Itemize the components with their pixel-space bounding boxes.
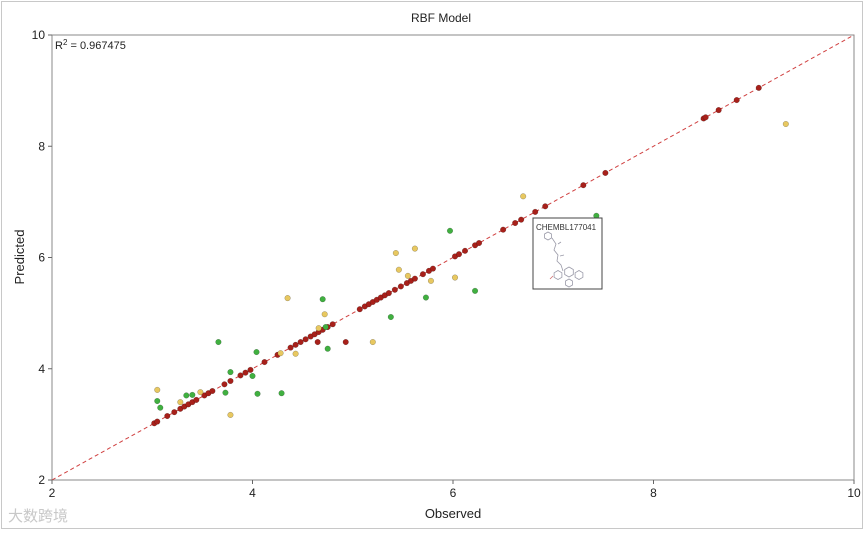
data-point[interactable] xyxy=(427,277,434,284)
data-point[interactable] xyxy=(429,265,437,272)
data-point[interactable] xyxy=(397,283,404,290)
data-point[interactable] xyxy=(171,409,178,416)
y-tick-label: 6 xyxy=(38,251,45,265)
data-point[interactable] xyxy=(755,84,762,91)
r2-value: = 0.967475 xyxy=(67,40,125,52)
data-point[interactable] xyxy=(395,266,402,273)
x-tick-label: 6 xyxy=(450,486,457,500)
data-point[interactable] xyxy=(183,392,190,399)
data-point[interactable] xyxy=(315,325,322,332)
chart-title: RBF Model xyxy=(411,11,471,25)
watermark: 大数跨境 xyxy=(8,507,69,525)
data-point[interactable] xyxy=(215,339,222,346)
data-point[interactable] xyxy=(532,208,539,215)
data-point[interactable] xyxy=(422,294,429,301)
x-tick-label: 10 xyxy=(847,486,861,500)
y-axis-title: Predicted xyxy=(12,230,27,285)
data-point[interactable] xyxy=(476,239,483,247)
data-point[interactable] xyxy=(209,387,216,395)
r2-label: R xyxy=(55,40,63,52)
data-point[interactable] xyxy=(227,369,234,376)
data-point[interactable] xyxy=(715,107,722,114)
data-point[interactable] xyxy=(319,296,326,303)
data-point[interactable] xyxy=(177,399,184,406)
data-point[interactable] xyxy=(391,286,398,293)
data-point[interactable] xyxy=(261,359,268,366)
data-point[interactable] xyxy=(154,418,161,425)
data-point[interactable] xyxy=(329,321,336,328)
molecule-structure-icon xyxy=(544,231,584,288)
data-point[interactable] xyxy=(197,389,204,396)
data-point[interactable] xyxy=(342,339,349,346)
data-point[interactable] xyxy=(702,114,709,121)
data-point[interactable] xyxy=(278,390,285,397)
data-point[interactable] xyxy=(222,389,229,396)
data-point[interactable] xyxy=(520,193,527,200)
tooltip-box xyxy=(532,217,603,290)
data-point[interactable] xyxy=(733,97,740,104)
data-point[interactable] xyxy=(369,339,376,346)
data-point[interactable] xyxy=(500,226,507,233)
data-point[interactable] xyxy=(580,182,587,189)
data-point[interactable] xyxy=(253,349,260,356)
data-point[interactable] xyxy=(356,306,363,313)
data-point[interactable] xyxy=(461,247,469,254)
data-point[interactable] xyxy=(782,120,789,128)
data-point[interactable] xyxy=(446,227,454,234)
data-point[interactable] xyxy=(297,339,304,346)
data-point[interactable] xyxy=(193,396,200,403)
structure-tooltip: CHEMBL177041 xyxy=(532,217,603,290)
data-point[interactable] xyxy=(324,345,331,352)
x-tick-label: 8 xyxy=(650,486,657,500)
y-tick-label: 4 xyxy=(38,362,45,376)
x-tick-label: 2 xyxy=(49,486,56,500)
data-point[interactable] xyxy=(154,386,161,393)
data-point[interactable] xyxy=(242,369,249,376)
data-point[interactable] xyxy=(237,372,244,379)
data-point[interactable] xyxy=(472,287,479,294)
data-point[interactable] xyxy=(164,412,171,420)
data-point[interactable] xyxy=(314,339,321,346)
data-point[interactable] xyxy=(247,366,254,373)
data-point[interactable] xyxy=(249,372,256,380)
data-point[interactable] xyxy=(284,295,291,302)
data-point[interactable] xyxy=(277,350,284,357)
data-point[interactable] xyxy=(254,390,261,397)
data-point[interactable] xyxy=(411,275,418,282)
r2-superscript: 2 xyxy=(63,38,68,47)
data-point[interactable] xyxy=(157,404,164,411)
r2-annotation: R2 = 0.967475 xyxy=(55,38,126,52)
data-point[interactable] xyxy=(292,341,299,348)
data-point[interactable] xyxy=(411,245,418,252)
data-point[interactable] xyxy=(221,381,228,388)
data-point[interactable] xyxy=(385,290,392,297)
data-point[interactable] xyxy=(322,323,329,331)
data-point[interactable] xyxy=(189,391,196,398)
data-point[interactable] xyxy=(287,344,294,351)
y-tick-label: 8 xyxy=(38,139,45,153)
data-point[interactable] xyxy=(512,219,519,227)
data-point[interactable] xyxy=(154,397,161,405)
data-point[interactable] xyxy=(404,272,411,279)
x-tick-label: 4 xyxy=(249,486,256,500)
data-point[interactable] xyxy=(387,313,394,321)
data-point[interactable] xyxy=(419,271,426,278)
y-tick-label: 10 xyxy=(32,28,46,42)
y-tick-label: 2 xyxy=(38,473,45,487)
data-point[interactable] xyxy=(542,203,549,210)
x-axis-title: Observed xyxy=(425,506,481,521)
data-point[interactable] xyxy=(518,216,525,223)
data-point[interactable] xyxy=(302,336,309,343)
data-point[interactable] xyxy=(227,377,234,385)
data-point[interactable] xyxy=(392,250,399,257)
data-point[interactable] xyxy=(602,169,609,176)
data-point[interactable] xyxy=(451,274,459,281)
data-point[interactable] xyxy=(227,411,234,418)
data-point[interactable] xyxy=(455,251,463,258)
data-point[interactable] xyxy=(321,311,328,318)
data-point[interactable] xyxy=(292,350,299,357)
tooltip-compound-id: CHEMBL177041 xyxy=(536,223,597,232)
